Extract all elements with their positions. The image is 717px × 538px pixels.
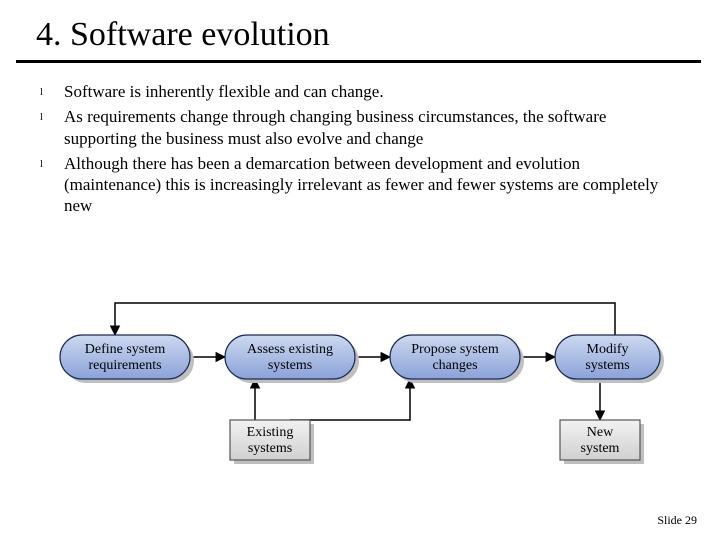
footer-label: Slide xyxy=(657,513,682,527)
svg-text:Propose system: Propose system xyxy=(411,342,499,357)
svg-text:systems: systems xyxy=(248,441,292,456)
svg-text:systems: systems xyxy=(268,358,312,373)
list-item: l Although there has been a demarcation … xyxy=(40,153,677,217)
svg-text:Define system: Define system xyxy=(85,342,166,357)
svg-text:system: system xyxy=(581,441,620,456)
slide-footer: Slide 29 xyxy=(657,513,697,528)
list-item: l As requirements change through changin… xyxy=(40,106,677,149)
bullet-text: Although there has been a demarcation be… xyxy=(64,153,677,217)
svg-text:changes: changes xyxy=(432,358,477,373)
bullet-text: Software is inherently flexible and can … xyxy=(64,81,384,102)
svg-text:Assess existing: Assess existing xyxy=(247,342,333,357)
bullet-list: l Software is inherently flexible and ca… xyxy=(0,63,717,217)
svg-text:Existing: Existing xyxy=(247,425,294,440)
svg-text:systems: systems xyxy=(585,358,629,373)
flowchart-diagram: Define systemrequirements Assess existing… xyxy=(40,285,680,485)
bullet-marker-icon: l xyxy=(40,81,64,102)
footer-num: 29 xyxy=(685,513,697,527)
svg-text:Modify: Modify xyxy=(587,342,629,357)
slide-title: 4. Software evolution xyxy=(0,0,717,60)
list-item: l Software is inherently flexible and ca… xyxy=(40,81,677,102)
svg-text:requirements: requirements xyxy=(88,358,161,373)
bullet-text: As requirements change through changing … xyxy=(64,106,677,149)
bullet-marker-icon: l xyxy=(40,153,64,217)
svg-text:New: New xyxy=(587,425,614,440)
bullet-marker-icon: l xyxy=(40,106,64,149)
